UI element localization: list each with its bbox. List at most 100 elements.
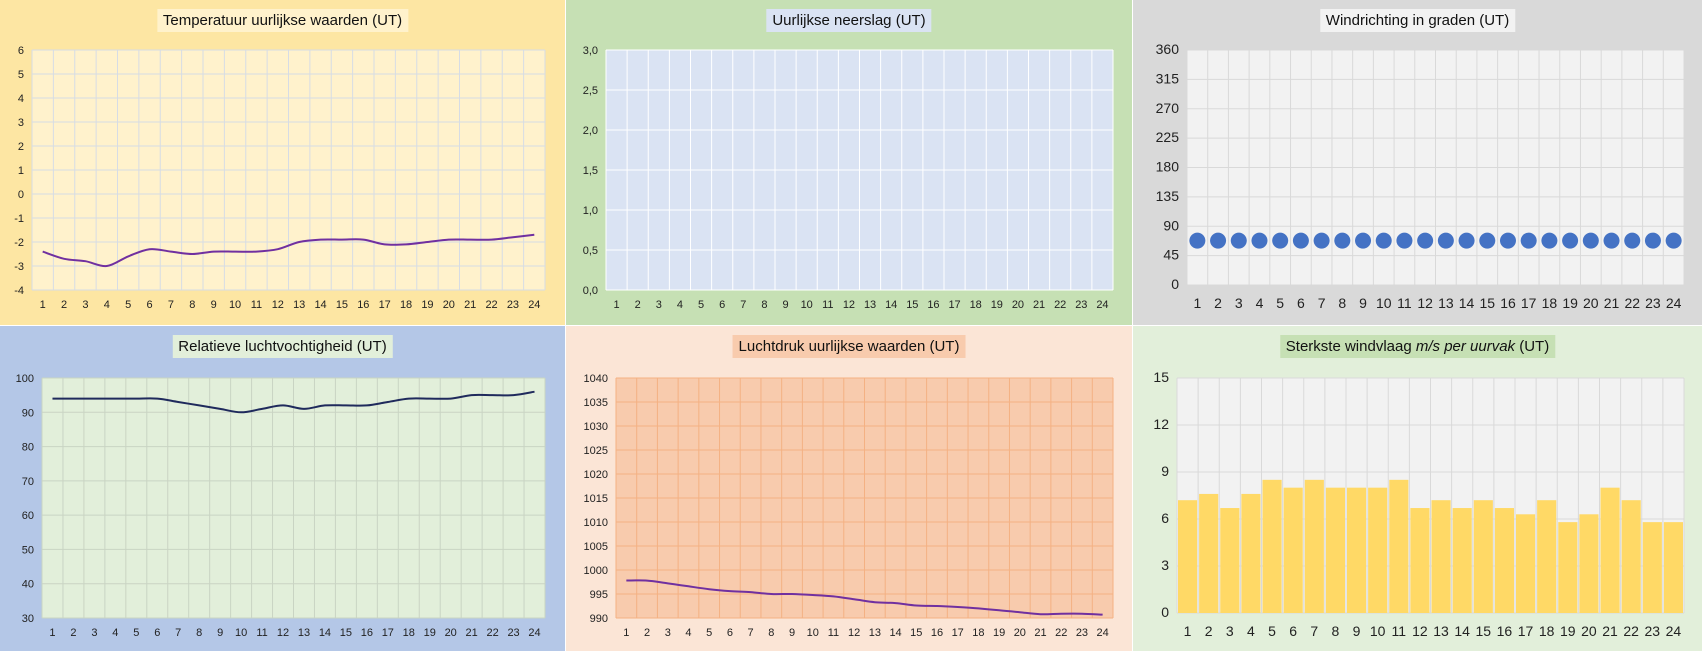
x-tick-label: 16 [931, 627, 943, 639]
x-tick-label: 23 [1075, 299, 1087, 311]
x-tick-label: 14 [889, 627, 901, 639]
x-tick-label: 9 [789, 627, 795, 639]
x-tick-label: 18 [972, 627, 984, 639]
x-tick-label: 11 [828, 627, 839, 639]
x-tick-label: 11 [1392, 623, 1407, 639]
y-tick-label: 1015 [584, 493, 608, 505]
data-point [1520, 232, 1537, 249]
data-point [1499, 232, 1516, 249]
y-tick-label: 1025 [584, 445, 608, 457]
y-tick-label: 1,0 [583, 205, 598, 217]
title-part: (UT) [1515, 338, 1550, 355]
x-tick-label: 6 [719, 299, 725, 311]
x-tick-label: 6 [727, 627, 733, 639]
x-tick-label: 13 [298, 627, 310, 639]
data-point [1230, 232, 1247, 249]
chart-panel-windvlaag: Sterkste windvlaag m/s per uurvak (UT) 1… [1133, 326, 1702, 651]
data-point [1396, 232, 1413, 249]
y-tick-label: 1,5 [583, 165, 598, 177]
data-point [1541, 232, 1558, 249]
x-tick-label: 11 [251, 299, 262, 311]
bar [1241, 493, 1261, 613]
bar [1325, 487, 1345, 613]
bar [1600, 487, 1620, 613]
y-tick-label: 1010 [584, 517, 608, 529]
x-tick-label: 5 [698, 299, 704, 311]
bar [1410, 508, 1430, 613]
x-tick-label: 24 [528, 627, 540, 639]
y-tick-label: 1035 [584, 397, 608, 409]
chart-panel-luchtdruk: Luchtdruk uurlijkse waarden (UT) 1040 103… [566, 326, 1132, 651]
x-tick-label: 15 [1476, 623, 1492, 639]
x-tick-label: 1 [49, 627, 55, 639]
y-tick-label: 3 [1161, 557, 1169, 573]
y-tick-label: 1000 [584, 565, 608, 577]
data-point [1458, 232, 1475, 249]
x-tick-label: 20 [1012, 299, 1024, 311]
x-tick-label: 10 [801, 299, 813, 311]
x-tick-label: 13 [864, 299, 876, 311]
x-tick-label: 3 [656, 299, 662, 311]
x-tick-label: 6 [1297, 295, 1305, 311]
chart-panel-neerslag: Uurlijkse neerslag (UT) 3,0 2,5 2,0 1,5 1,0 0… [566, 0, 1132, 325]
y-tick-label: 180 [1156, 159, 1180, 175]
x-tick-label: 7 [748, 627, 754, 639]
x-tick-label: 22 [1623, 623, 1639, 639]
data-point [1272, 232, 1289, 249]
bar [1452, 508, 1472, 613]
data-point [1292, 232, 1309, 249]
x-tick-label: 15 [906, 299, 918, 311]
x-tick-label: 19 [1562, 295, 1578, 311]
x-tick-label: 8 [768, 627, 774, 639]
x-tick-label: 12 [277, 627, 289, 639]
x-tick-label: 3 [82, 299, 88, 311]
x-tick-label: 23 [1076, 627, 1088, 639]
data-point [1417, 232, 1434, 249]
data-point [1251, 232, 1268, 249]
x-tick-label: 8 [1338, 295, 1346, 311]
y-tick-label: 5 [18, 69, 24, 81]
x-tick-label: 21 [1602, 623, 1618, 639]
bar [1579, 514, 1599, 613]
bar [1389, 479, 1409, 613]
x-tick-label: 20 [1583, 295, 1599, 311]
y-tick-label: 1020 [584, 469, 608, 481]
y-tick-label: 3,0 [583, 45, 598, 57]
x-tick-label: 10 [229, 299, 241, 311]
x-tick-label: 12 [1417, 295, 1433, 311]
y-tick-label: -1 [14, 213, 24, 225]
chart-neerslag: 3,02,52,01,51,00,50,01 2 3 4 5 6 7 8 9 10 11 12 13 14… [583, 45, 1114, 311]
x-tick-label: 5 [125, 299, 131, 311]
data-point [1334, 232, 1351, 249]
x-tick-label: 3 [1235, 295, 1243, 311]
x-tick-label: 9 [217, 627, 223, 639]
y-tick-label: 45 [1163, 247, 1179, 263]
series-line [42, 233, 535, 268]
y-tick-label: 1 [18, 165, 24, 177]
x-tick-label: 17 [948, 299, 960, 311]
chart-panel-windrichting: Windrichting in graden (UT) 360 315 270 225… [1133, 0, 1702, 325]
y-tick-label: 15 [1153, 369, 1169, 385]
x-tick-label: 19 [421, 299, 433, 311]
y-tick-label: 0 [1171, 276, 1179, 292]
chart-title: Luchtdruk uurlijkse waarden (UT) [732, 335, 966, 358]
x-tick-label: 1 [1193, 295, 1201, 311]
x-tick-label: 14 [314, 299, 326, 311]
y-tick-label: 1030 [584, 421, 608, 433]
data-point [1375, 232, 1392, 249]
x-tick-label: 9 [1353, 623, 1361, 639]
x-tick-label: 1 [623, 627, 629, 639]
series-line [52, 390, 535, 414]
x-tick-label: 10 [1376, 295, 1392, 311]
x-tick-label: 13 [293, 299, 305, 311]
x-tick-label: 2 [1214, 295, 1222, 311]
x-tick-label: 17 [382, 627, 394, 639]
y-tick-label: 6 [1161, 510, 1169, 526]
y-tick-label: -4 [14, 285, 24, 297]
bar [1494, 508, 1514, 613]
y-tick-label: 4 [18, 93, 24, 105]
x-tick-label: 6 [1289, 623, 1297, 639]
x-tick-label: 11 [822, 299, 833, 311]
x-tick-label: 23 [1645, 295, 1661, 311]
x-tick-label: 19 [991, 299, 1003, 311]
